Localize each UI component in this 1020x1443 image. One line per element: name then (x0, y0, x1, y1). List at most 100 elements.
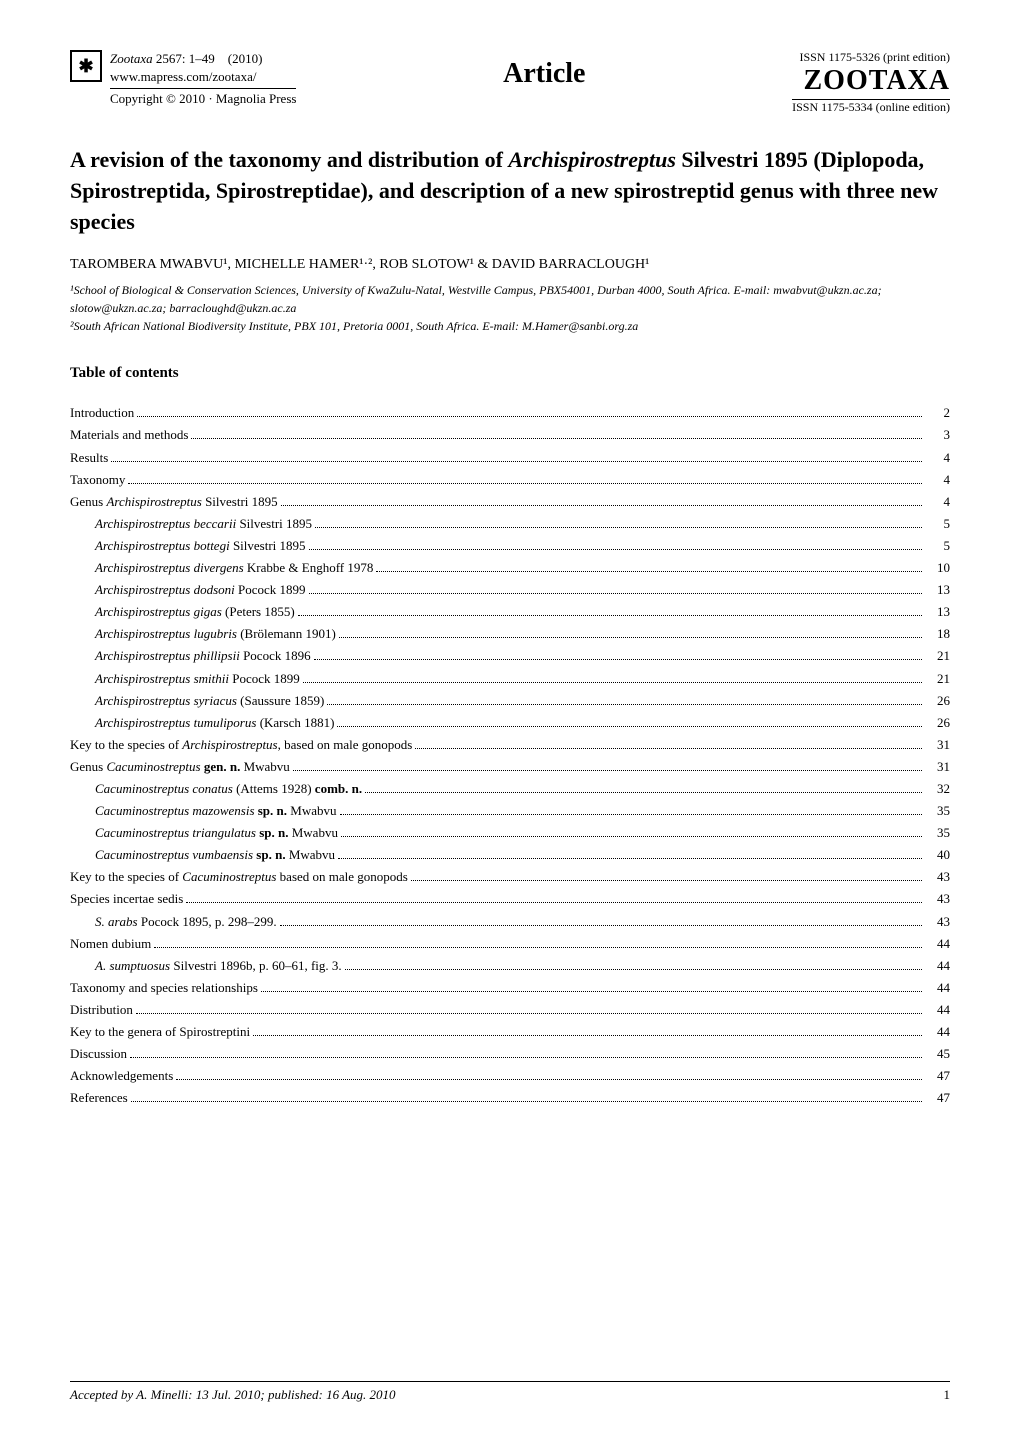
toc-page: 44 (925, 955, 950, 977)
toc-row: Key to the species of Cacuminostreptus b… (70, 866, 950, 888)
toc-dots (303, 682, 922, 683)
toc-row: Archispirostreptus lugubris (Brölemann 1… (70, 623, 950, 645)
toc-dots (339, 637, 922, 638)
toc-row: Key to the species of Archispirostreptus… (70, 734, 950, 756)
toc-page: 43 (925, 911, 950, 933)
affiliation-1: ¹School of Biological & Conservation Sci… (70, 281, 950, 317)
toc-row: Genus Cacuminostreptus gen. n. Mwabvu 31 (70, 756, 950, 778)
page-number: 1 (944, 1387, 951, 1403)
issue-number: 2567: 1–49 (156, 51, 215, 66)
toc-label: Discussion (70, 1043, 127, 1065)
toc-page: 4 (925, 491, 950, 513)
toc-heading: Table of contents (70, 365, 950, 382)
toc-row: Distribution 44 (70, 999, 950, 1021)
issn-online: ISSN 1175-5334 (online edition) (792, 100, 950, 115)
toc-label: Species incertae sedis (70, 888, 183, 910)
toc-page: 5 (925, 513, 950, 535)
toc-page: 44 (925, 999, 950, 1021)
toc-dots (154, 947, 922, 948)
toc-row: Key to the genera of Spirostreptini 44 (70, 1021, 950, 1043)
toc-page: 43 (925, 888, 950, 910)
toc-label: Key to the genera of Spirostreptini (70, 1021, 250, 1043)
toc-dots (130, 1057, 922, 1058)
toc-page: 4 (925, 447, 950, 469)
toc-row: Archispirostreptus phillipsii Pocock 189… (70, 645, 950, 667)
toc-row: Taxonomy 4 (70, 469, 950, 491)
toc-dots (280, 925, 922, 926)
toc-label: Cacuminostreptus mazowensis sp. n. Mwabv… (70, 800, 337, 822)
toc-label: Archispirostreptus lugubris (Brölemann 1… (70, 623, 336, 645)
header-right-block: ISSN 1175-5326 (print edition) ZOOTAXA I… (792, 50, 950, 115)
toc-page: 21 (925, 668, 950, 690)
toc-row: Genus Archispirostreptus Silvestri 1895 … (70, 491, 950, 513)
toc-row: Materials and methods 3 (70, 424, 950, 446)
year: (2010) (228, 51, 263, 66)
toc-label: Archispirostreptus bottegi Silvestri 189… (70, 535, 306, 557)
toc-page: 13 (925, 579, 950, 601)
affiliations: ¹School of Biological & Conservation Sci… (70, 281, 950, 335)
header-left-block: ✱ Zootaxa 2567: 1–49 (2010) www.mapress.… (70, 50, 296, 107)
zootaxa-logo: ZOOTAXA (792, 65, 950, 100)
toc-row: Archispirostreptus divergens Krabbe & En… (70, 557, 950, 579)
toc-page: 4 (925, 469, 950, 491)
toc-label: Archispirostreptus smithii Pocock 1899 (70, 668, 300, 690)
toc-page: 32 (925, 778, 950, 800)
toc-dots (281, 505, 922, 506)
toc-row: Cacuminostreptus triangulatus sp. n. Mwa… (70, 822, 950, 844)
toc-page: 43 (925, 866, 950, 888)
toc-dots (314, 659, 922, 660)
toc-dots (411, 880, 922, 881)
toc-label: Archispirostreptus gigas (Peters 1855) (70, 601, 295, 623)
toc-label: Archispirostreptus syriacus (Saussure 18… (70, 690, 324, 712)
toc-dots (111, 461, 922, 462)
toc-page: 21 (925, 645, 950, 667)
journal-header: ✱ Zootaxa 2567: 1–49 (2010) www.mapress.… (70, 50, 950, 115)
toc-dots (337, 726, 922, 727)
toc-row: Archispirostreptus smithii Pocock 1899 2… (70, 668, 950, 690)
toc-row: References 47 (70, 1087, 950, 1109)
toc-page: 44 (925, 933, 950, 955)
toc-row: Nomen dubium 44 (70, 933, 950, 955)
toc-row: Introduction 2 (70, 402, 950, 424)
toc-label: Key to the species of Archispirostreptus… (70, 734, 412, 756)
accepted-line: Accepted by A. Minelli: 13 Jul. 2010; pu… (70, 1387, 396, 1403)
toc-page: 13 (925, 601, 950, 623)
toc-row: Discussion 45 (70, 1043, 950, 1065)
toc-label: Cacuminostreptus vumbaensis sp. n. Mwabv… (70, 844, 335, 866)
toc-label: Archispirostreptus dodsoni Pocock 1899 (70, 579, 306, 601)
toc-dots (327, 704, 922, 705)
toc-row: Archispirostreptus tumuliporus (Karsch 1… (70, 712, 950, 734)
toc-label: Materials and methods (70, 424, 188, 446)
toc-page: 35 (925, 822, 950, 844)
toc-dots (137, 416, 922, 417)
toc-page: 44 (925, 977, 950, 999)
toc-page: 3 (925, 424, 950, 446)
toc-page: 18 (925, 623, 950, 645)
toc-label: Genus Archispirostreptus Silvestri 1895 (70, 491, 278, 513)
toc-dots (309, 549, 922, 550)
toc-row: Archispirostreptus gigas (Peters 1855) 1… (70, 601, 950, 623)
toc-dots (341, 836, 922, 837)
title-part-1: A revision of the taxonomy and distribut… (70, 147, 508, 172)
toc-page: 35 (925, 800, 950, 822)
toc-label: Results (70, 447, 108, 469)
affiliation-2: ²South African National Biodiversity Ins… (70, 317, 950, 335)
toc-row: Cacuminostreptus mazowensis sp. n. Mwabv… (70, 800, 950, 822)
toc-page: 26 (925, 712, 950, 734)
journal-name: Zootaxa (110, 51, 153, 66)
toc-row: Acknowledgements 47 (70, 1065, 950, 1087)
toc-page: 44 (925, 1021, 950, 1043)
toc-row: Results 4 (70, 447, 950, 469)
toc-label: Introduction (70, 402, 134, 424)
toc-row: Cacuminostreptus conatus (Attems 1928) c… (70, 778, 950, 800)
toc-row: Cacuminostreptus vumbaensis sp. n. Mwabv… (70, 844, 950, 866)
toc-label: Archispirostreptus phillipsii Pocock 189… (70, 645, 311, 667)
toc-dots (298, 615, 922, 616)
toc-label: Archispirostreptus tumuliporus (Karsch 1… (70, 712, 334, 734)
publisher-icon: ✱ (70, 50, 102, 82)
toc-dots (338, 858, 922, 859)
toc-row: Species incertae sedis 43 (70, 888, 950, 910)
toc-label: Key to the species of Cacuminostreptus b… (70, 866, 408, 888)
toc-page: 31 (925, 756, 950, 778)
authors: TAROMBERA MWABVU¹, MICHELLE HAMER¹·², RO… (70, 257, 950, 273)
